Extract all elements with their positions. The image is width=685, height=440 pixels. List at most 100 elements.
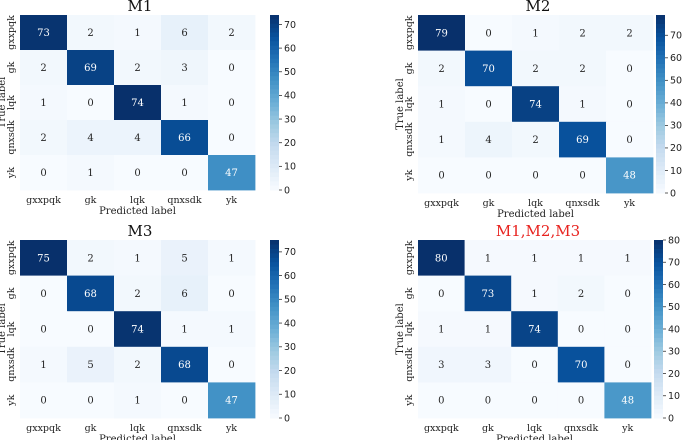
- colorbar-segment: [656, 117, 665, 123]
- colorbar-segment: [654, 324, 663, 330]
- panel-title: M1,M2,M3: [496, 222, 580, 240]
- x-tick-label: gk: [483, 198, 495, 209]
- heatmap-cell: [559, 86, 607, 123]
- colorbar-segment: [654, 369, 663, 374]
- colorbar-tick-label: 70: [670, 31, 682, 42]
- colorbar-tick-label: 10: [284, 390, 296, 401]
- cell-value-label: 2: [532, 64, 538, 75]
- cell-value-label: 1: [485, 253, 491, 264]
- y-tick-label: gk: [404, 62, 415, 74]
- heatmap-cell: [418, 382, 465, 419]
- colorbar-segment: [654, 320, 663, 326]
- cell-value-label: 48: [621, 396, 634, 407]
- cell-value-label: 0: [531, 360, 537, 371]
- cell-value-label: 66: [178, 133, 191, 144]
- colorbar-segment: [270, 137, 279, 143]
- cell-value-label: 0: [228, 63, 234, 74]
- cell-value-label: 68: [84, 289, 97, 300]
- y-tick-label: yk: [6, 394, 17, 406]
- colorbar-segment: [270, 391, 279, 397]
- colorbar-segment: [656, 112, 665, 118]
- cell-value-label: 0: [626, 135, 632, 146]
- cell-value-label: 68: [178, 360, 191, 371]
- cell-value-label: 0: [134, 168, 140, 179]
- heatmap-cell: [114, 346, 162, 383]
- colorbar-segment: [656, 90, 665, 96]
- cell-value-label: 4: [134, 133, 140, 144]
- colorbar-segment: [654, 266, 663, 272]
- colorbar-tick-label: 50: [670, 76, 682, 87]
- heatmap-cell: [20, 240, 68, 276]
- colorbar-segment: [656, 175, 665, 181]
- heatmap-cell: [604, 275, 652, 312]
- heatmap-cell: [464, 275, 512, 312]
- heatmap-cell: [418, 240, 465, 276]
- x-tick-label: yk: [621, 423, 633, 434]
- colorbar-tick-label: 40: [670, 98, 682, 109]
- cell-value-label: 0: [40, 289, 46, 300]
- heatmap-cell: [161, 275, 209, 312]
- colorbar-segment: [270, 351, 279, 357]
- colorbar-segment: [270, 15, 279, 20]
- colorbar-segment: [270, 395, 279, 401]
- colorbar-segment: [654, 377, 663, 383]
- colorbar-tick-label: 0: [668, 413, 674, 424]
- cell-value-label: 0: [87, 98, 93, 109]
- y-axis-label: True label: [395, 303, 406, 355]
- cell-value-label: 5: [181, 253, 187, 264]
- x-tick-label: qnxsdk: [564, 423, 599, 434]
- heatmap-cell: [418, 50, 466, 87]
- heatmap-cell: [418, 15, 466, 51]
- cell-value-label: 2: [40, 63, 46, 74]
- cell-value-label: 0: [531, 396, 537, 407]
- colorbar-segment: [270, 172, 279, 178]
- heatmap-cell: [557, 240, 605, 276]
- heatmap-cell: [465, 50, 513, 87]
- cell-value-label: 80: [435, 253, 448, 264]
- y-tick-label: yk: [404, 169, 415, 181]
- heatmap-cell: [208, 85, 256, 121]
- colorbar: 0 10 20 30 40 50 60 70 80: [654, 235, 680, 424]
- colorbar-segment: [656, 41, 665, 47]
- heatmap-cell: [208, 382, 256, 419]
- colorbar-segment: [270, 409, 279, 415]
- colorbar-tick-label: 50: [668, 302, 680, 313]
- heatmap-cell: [465, 121, 513, 158]
- heatmap-cell: [67, 311, 115, 348]
- heatmap-cell: [20, 346, 68, 383]
- colorbar-segment: [270, 400, 279, 406]
- x-tick-label: lqk: [527, 423, 542, 434]
- colorbar-segment: [270, 120, 279, 125]
- cell-value-label: 0: [438, 171, 444, 182]
- heatmap-cell: [67, 120, 115, 156]
- heatmap-cell: [512, 50, 560, 87]
- x-tick-label: gxxpqk: [424, 198, 459, 209]
- heatmap-cell: [559, 50, 607, 87]
- colorbar-segment: [656, 99, 665, 105]
- y-tick-label: gk: [6, 287, 17, 299]
- colorbar-segment: [270, 311, 279, 317]
- colorbar-segment: [654, 262, 663, 268]
- colorbar-segment: [270, 58, 279, 64]
- cell-value-label: 0: [40, 168, 46, 179]
- colorbar-segment: [654, 395, 663, 401]
- heatmap-cell: [114, 155, 162, 191]
- cell-value-label: 2: [134, 63, 140, 74]
- x-tick-label: qnxsdk: [167, 195, 202, 206]
- cell-value-label: 1: [485, 325, 491, 336]
- colorbar: 0 10 20 30 40 50 60 70: [656, 15, 682, 199]
- cell-value-label: 2: [579, 28, 585, 39]
- heatmap-cell: [557, 382, 605, 419]
- heatmap-cell: [20, 382, 68, 419]
- cell-value-label: 1: [532, 28, 538, 39]
- colorbar-segment: [656, 139, 665, 145]
- colorbar-segment: [270, 262, 279, 268]
- y-tick-label: yk: [404, 394, 415, 406]
- colorbar-tick-label: 20: [284, 366, 296, 377]
- heatmap-cell: [208, 311, 256, 348]
- colorbar-segment: [270, 342, 279, 348]
- colorbar-tick-label: 60: [668, 280, 680, 291]
- cell-value-label: 0: [228, 133, 234, 144]
- colorbar-segment: [656, 121, 665, 127]
